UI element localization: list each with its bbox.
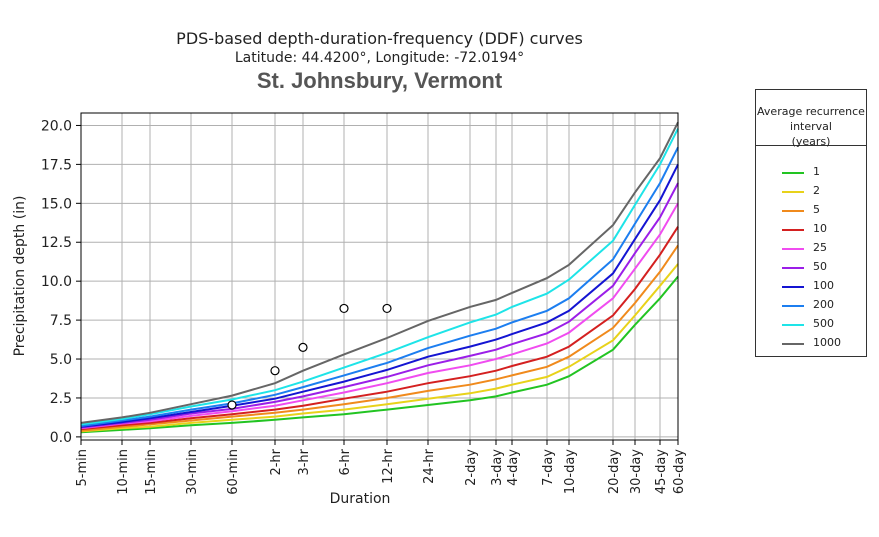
x-axis-ticks: 5-min 10-min 15-min 30-min 60-min 2-hr 3-hr 6-h… (75, 440, 687, 495)
legend-label: 200 (813, 298, 834, 311)
legend-item-1: 1 (756, 164, 866, 182)
series-line-100 (80, 163, 679, 428)
x-tick-label: 12-hr (381, 448, 396, 483)
x-tick-label: 3-hr (297, 448, 312, 475)
grid-lines (80, 113, 679, 440)
chart-location-title: St. Johnsbury, Vermont (256, 68, 503, 93)
legend-swatch (782, 229, 804, 231)
x-tick-label: 10-day (563, 449, 578, 494)
y-tick-label: 2.5 (50, 391, 72, 407)
legend-title-line: interval (790, 120, 832, 133)
y-tick-label: 20.0 (41, 118, 72, 134)
x-tick-label: 60-min (226, 449, 241, 495)
legend-label: 1000 (813, 336, 841, 349)
legend-swatch (782, 210, 804, 212)
legend-item-5: 5 (756, 202, 866, 220)
legend-swatch (782, 324, 804, 326)
x-tick-label: 2-hr (269, 448, 284, 475)
y-tick-label: 12.5 (41, 235, 72, 251)
x-tick-label: 15-min (144, 449, 159, 495)
legend-title: Average recurrence interval (years) (756, 90, 866, 148)
x-tick-label: 6-hr (338, 448, 353, 475)
legend-title-line: (years) (791, 135, 831, 148)
series-line-500 (80, 128, 679, 426)
y-axis-ticks: 0.0 2.5 5.0 7.5 10.0 12.5 15.0 17.5 20.0 (41, 118, 81, 446)
observed-point-marker (227, 400, 237, 410)
legend-item-25: 25 (756, 240, 866, 258)
series-line-25 (80, 202, 679, 430)
y-tick-label: 7.5 (50, 313, 72, 329)
y-tick-label: 0.0 (50, 430, 72, 446)
x-tick-label: 30-min (185, 449, 200, 495)
series-line-5 (80, 244, 679, 432)
x-tick-label: 4-day (506, 449, 521, 486)
x-tick-label: 20-day (607, 449, 622, 494)
series-line-50 (80, 182, 679, 429)
observed-markers (227, 303, 392, 410)
x-axis-label: Duration (330, 491, 391, 507)
x-tick-label: 2-day (464, 449, 479, 486)
series-line-200 (80, 146, 679, 427)
legend-swatch (782, 248, 804, 250)
observed-point-marker (339, 303, 349, 314)
x-tick-label: 60-day (672, 449, 687, 494)
y-axis-label: Precipitation depth (in) (12, 196, 28, 357)
x-tick-label: 45-day (654, 449, 669, 494)
y-tick-label: 17.5 (41, 157, 72, 173)
legend-title-line: Average recurrence (757, 105, 865, 118)
legend-item-50: 50 (756, 259, 866, 277)
chart-title: PDS-based depth-duration-frequency (DDF)… (176, 29, 583, 48)
legend-label: 5 (813, 203, 820, 216)
legend-label: 25 (813, 241, 827, 254)
y-tick-label: 10.0 (41, 274, 72, 290)
legend-swatch (782, 267, 804, 269)
x-tick-label: 3-day (490, 449, 505, 486)
x-tick-label: 7-day (541, 449, 556, 486)
plot-frame (80, 112, 679, 441)
legend-swatch (782, 343, 804, 345)
observed-point-marker (270, 366, 280, 376)
y-tick-label: 5.0 (50, 352, 72, 368)
x-tick-label: 30-day (629, 449, 644, 494)
series-line-1 (80, 275, 679, 434)
legend-swatch (782, 191, 804, 193)
legend-item-1000: 1000 (756, 335, 866, 353)
x-tick-label: 5-min (75, 449, 90, 486)
legend-item-500: 500 (756, 316, 866, 334)
series-lines (80, 121, 679, 434)
observed-point-marker (298, 342, 308, 352)
legend-item-10: 10 (756, 221, 866, 239)
x-tick-label: 24-hr (422, 448, 437, 483)
legend-swatch (782, 172, 804, 174)
legend-label: 10 (813, 222, 827, 235)
legend-label: 100 (813, 279, 834, 292)
y-tick-label: 15.0 (41, 196, 72, 212)
legend-item-2: 2 (756, 183, 866, 201)
legend-item-200: 200 (756, 297, 866, 315)
x-tick-label: 10-min (116, 449, 131, 495)
legend-item-100: 100 (756, 278, 866, 296)
legend-label: 500 (813, 317, 834, 330)
observed-point-marker (382, 303, 392, 314)
legend-swatch (782, 286, 804, 288)
chart-subtitle-coordinates: Latitude: 44.4200°, Longitude: -72.0194° (234, 50, 525, 66)
legend-label: 2 (813, 184, 820, 197)
legend-label: 1 (813, 165, 820, 178)
legend-swatch (782, 305, 804, 307)
legend-label: 50 (813, 260, 827, 273)
series-line-1000 (80, 121, 679, 424)
series-line-2 (80, 263, 679, 433)
series-line-10 (80, 226, 679, 431)
